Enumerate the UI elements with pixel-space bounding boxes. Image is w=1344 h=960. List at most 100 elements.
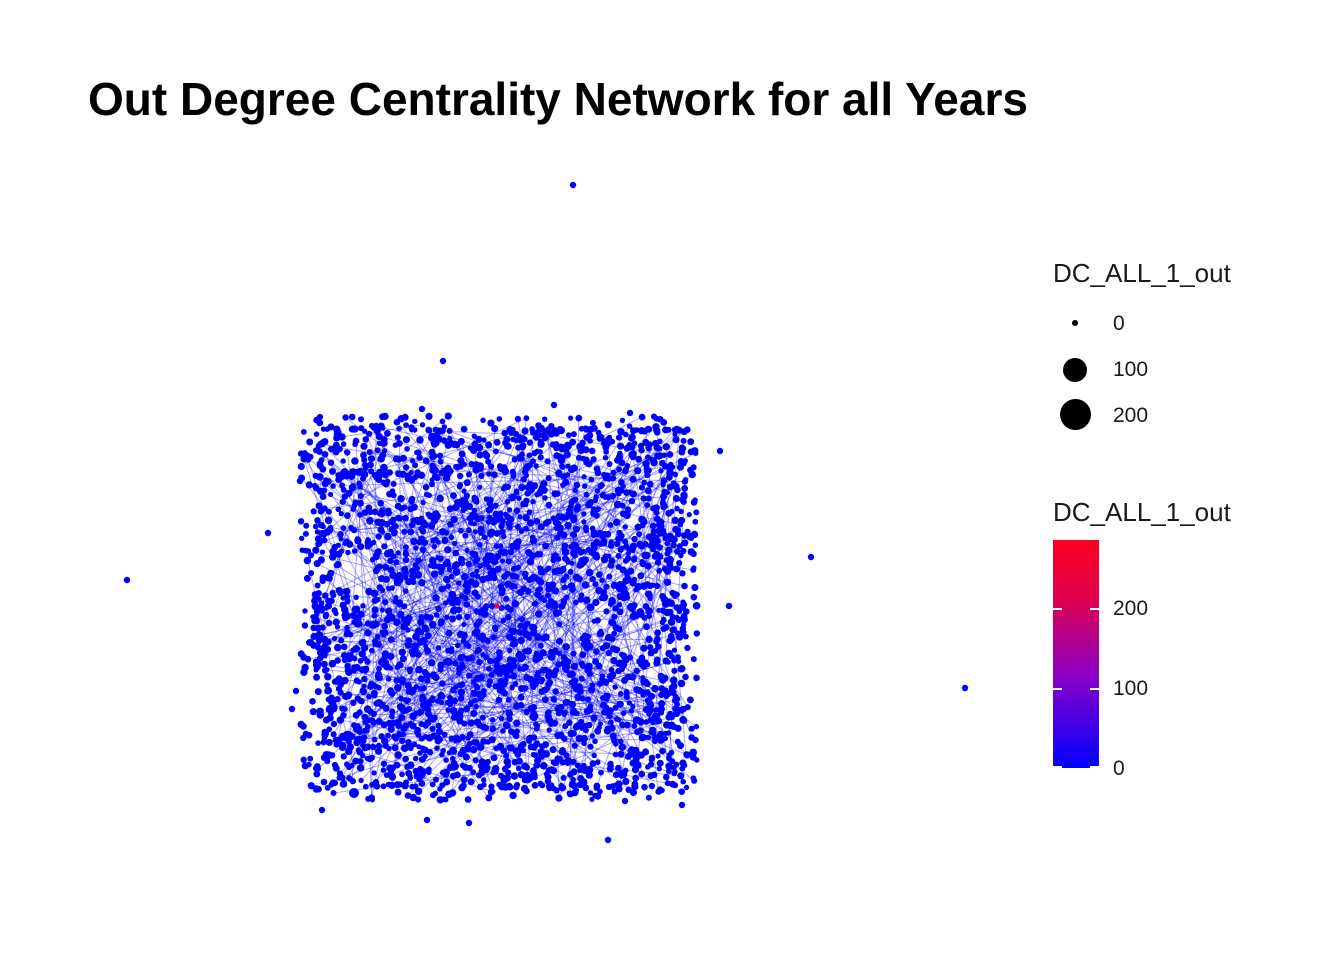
- network-node: [490, 471, 498, 479]
- network-node: [674, 724, 682, 732]
- network-node: [362, 436, 370, 443]
- network-node: [391, 733, 398, 740]
- network-node: [626, 423, 633, 430]
- network-node: [349, 762, 355, 769]
- network-node: [579, 635, 586, 642]
- network-node: [307, 782, 315, 790]
- network-node: [334, 643, 342, 652]
- network-node: [688, 470, 696, 479]
- network-node: [678, 603, 687, 611]
- network-node: [345, 668, 353, 677]
- network-node: [302, 608, 308, 614]
- network-node: [617, 428, 625, 436]
- network-node: [676, 543, 683, 550]
- network-edge: [464, 610, 477, 768]
- network-node: [315, 590, 322, 597]
- network-node: [315, 740, 321, 746]
- network-node: [560, 531, 568, 539]
- network-node: [438, 569, 445, 576]
- network-node: [460, 782, 467, 790]
- network-node: [566, 672, 573, 678]
- outlier-node: [550, 401, 558, 409]
- network-node: [541, 686, 549, 694]
- network-node: [537, 432, 544, 439]
- network-node: [339, 498, 346, 505]
- network-node: [471, 697, 478, 704]
- network-node: [495, 516, 502, 523]
- network-node: [668, 721, 676, 728]
- network-edge: [492, 699, 676, 730]
- network-node: [352, 441, 358, 448]
- network-node: [448, 534, 455, 541]
- network-node: [523, 415, 530, 422]
- network-node: [498, 772, 504, 779]
- network-node: [324, 688, 330, 695]
- network-node: [561, 546, 567, 552]
- network-node: [394, 751, 402, 759]
- network-node: [678, 788, 685, 795]
- network-node: [542, 542, 550, 550]
- network-node: [366, 517, 374, 525]
- network-node: [649, 546, 657, 553]
- network-node: [457, 688, 466, 697]
- network-node: [314, 517, 321, 524]
- network-node: [538, 594, 545, 602]
- network-node: [554, 705, 562, 713]
- network-node: [628, 497, 636, 505]
- network-edge: [577, 724, 628, 766]
- network-node: [559, 463, 565, 469]
- network-node: [489, 518, 498, 526]
- network-node: [456, 717, 464, 725]
- network-node: [465, 643, 472, 649]
- network-node: [570, 730, 577, 737]
- network-node: [581, 474, 587, 480]
- network-node: [616, 601, 623, 608]
- network-node: [611, 630, 618, 637]
- network-edge: [440, 461, 480, 651]
- network-edge: [619, 604, 646, 738]
- network-node: [434, 734, 442, 743]
- network-node: [629, 452, 637, 461]
- network-node: [677, 772, 685, 780]
- network-node: [408, 469, 414, 476]
- network-node: [656, 446, 663, 452]
- network-node: [332, 618, 340, 626]
- network-node: [539, 762, 548, 770]
- network-node: [412, 418, 418, 425]
- network-edge: [533, 448, 660, 628]
- network-node: [521, 570, 529, 578]
- network-node: [553, 525, 560, 532]
- network-node: [340, 441, 347, 447]
- network-node: [682, 458, 688, 464]
- network-node: [522, 785, 529, 792]
- network-node: [610, 475, 617, 482]
- network-node: [678, 448, 686, 456]
- network-node: [450, 440, 458, 448]
- network-node: [389, 713, 395, 720]
- network-node: [503, 774, 511, 782]
- network-node: [486, 564, 492, 571]
- network-node: [474, 721, 480, 727]
- network-node: [380, 529, 386, 535]
- network-node: [530, 458, 536, 465]
- color-legend-title: DC_ALL_1_out: [1053, 497, 1231, 527]
- network-node: [538, 679, 544, 685]
- network-node: [401, 528, 408, 535]
- network-node: [647, 707, 654, 714]
- network-node: [583, 491, 590, 498]
- network-node: [401, 413, 409, 421]
- network-node: [580, 762, 587, 769]
- network-node: [674, 505, 680, 512]
- network-node: [387, 557, 394, 565]
- network-node: [648, 456, 655, 463]
- network-node: [513, 719, 521, 727]
- network-node: [321, 451, 329, 458]
- network-node: [680, 547, 687, 555]
- network-node: [521, 427, 529, 435]
- network-edge: [493, 521, 671, 561]
- network-node: [620, 510, 627, 518]
- network-node: [551, 490, 559, 498]
- network-node: [512, 680, 519, 687]
- network-node: [610, 581, 619, 590]
- network-node: [578, 660, 585, 667]
